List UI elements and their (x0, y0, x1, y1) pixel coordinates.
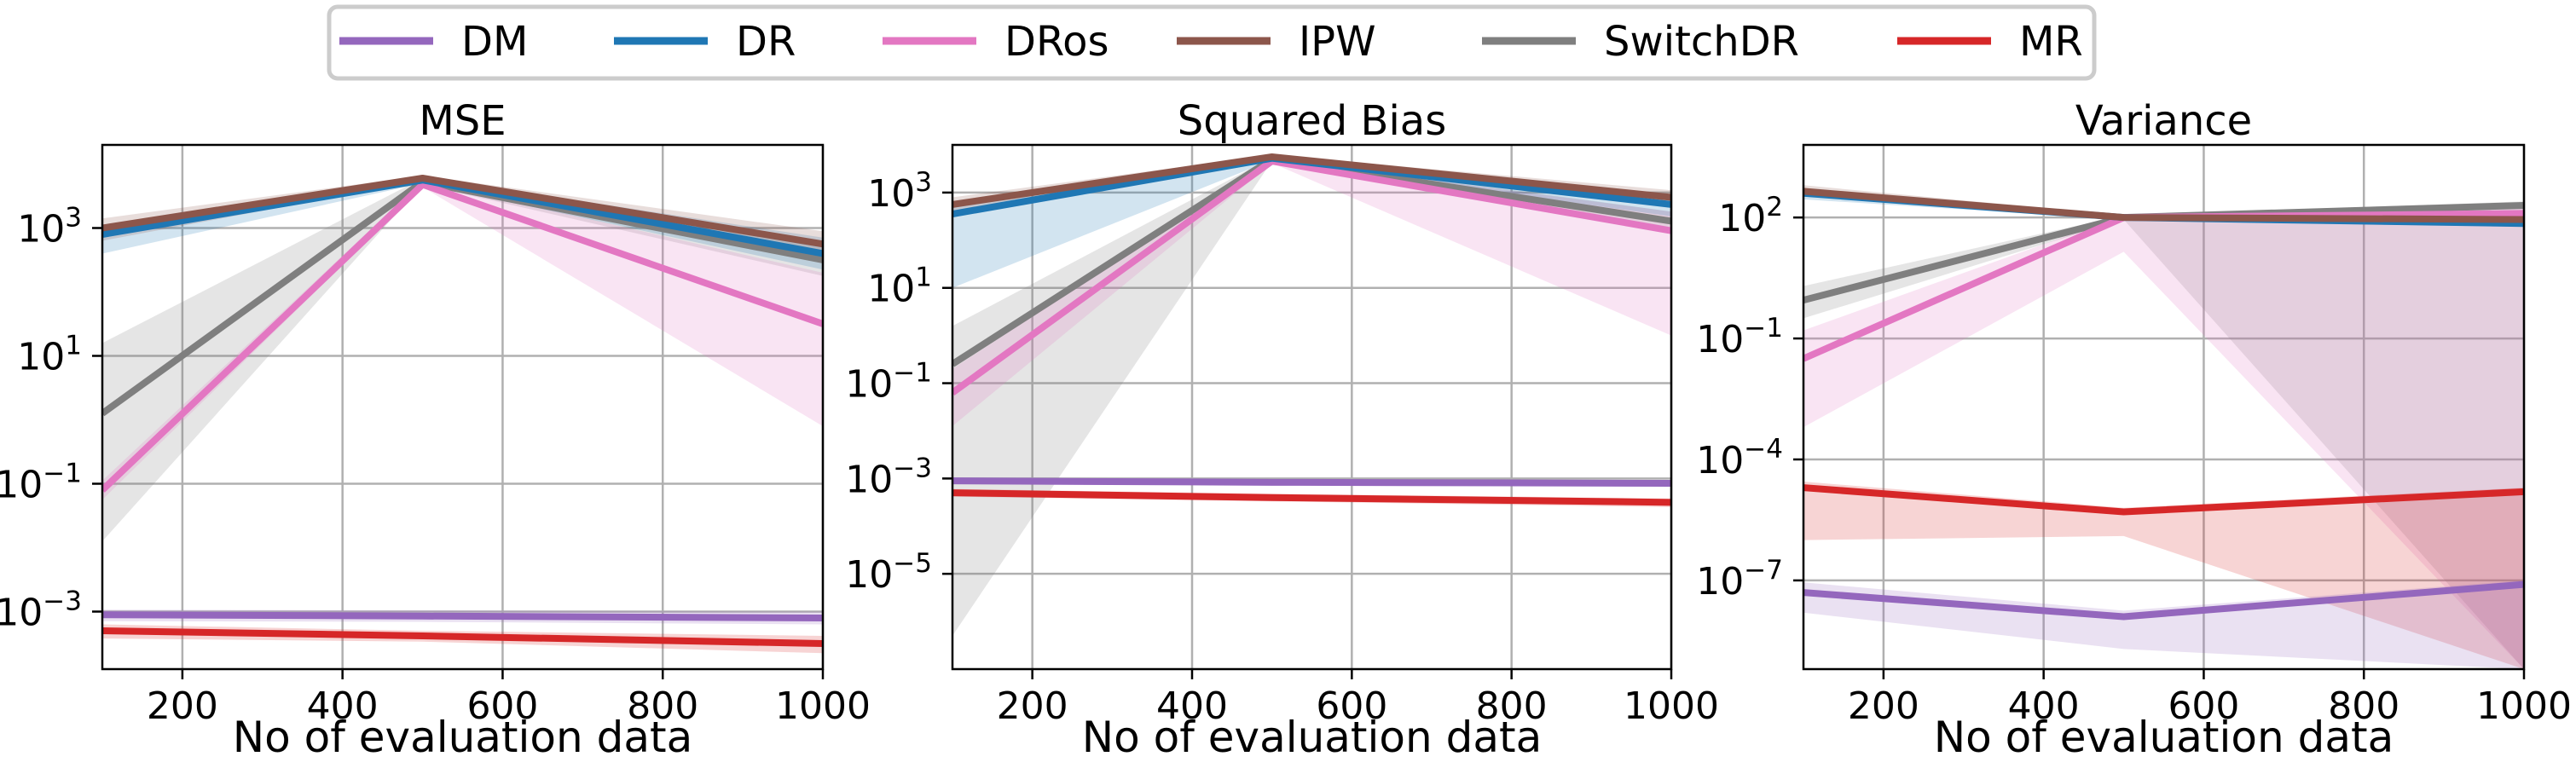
y-tick-label: 10−1 (845, 358, 932, 407)
y-tick-label: 102 (1718, 192, 1783, 240)
band-switchdr (102, 178, 823, 541)
band-mr (1803, 482, 2524, 669)
y-tick-label: 10−7 (1696, 555, 1783, 603)
y-tick-exponent: 1 (915, 263, 932, 293)
y-tick-exponent: 1 (65, 331, 82, 361)
plot-area (102, 175, 823, 654)
y-tick-exponent: −4 (1744, 434, 1783, 465)
x-tick-label: 800 (1476, 684, 1548, 728)
y-tick-exponent: 2 (1766, 192, 1783, 222)
legend-label-ipw: IPW (1299, 18, 1376, 66)
series-line-ipw (102, 175, 823, 248)
legend-label-switchdr: SwitchDR (1604, 18, 1799, 66)
y-tick-base: 10 (1696, 439, 1744, 482)
y-tick-exponent: −1 (43, 459, 82, 489)
series-line-ipw (952, 153, 1671, 208)
series-line-ipw (1803, 188, 2524, 223)
x-tick-label: 400 (2008, 684, 2080, 728)
panel-title: MSE (419, 97, 506, 145)
x-tick-label: 400 (1156, 684, 1228, 728)
y-tick-label: 10−5 (845, 548, 932, 597)
y-tick-base: 10 (867, 268, 915, 311)
axes-frame (951, 143, 1673, 671)
axes-frame (101, 143, 825, 671)
x-axis-label: No of evaluation data (1082, 713, 1542, 762)
x-tick-label: 600 (2168, 684, 2239, 728)
y-tick-exponent: −3 (43, 586, 82, 617)
band-dm (1803, 580, 2524, 669)
series-line-mr (102, 627, 823, 647)
panel-title: Squared Bias (1178, 97, 1446, 145)
y-tick-label: 10−1 (1696, 313, 1783, 361)
axes-frame (1802, 143, 2526, 671)
y-tick-label: 10−3 (845, 453, 932, 501)
y-tick-base: 10 (845, 458, 893, 501)
x-tick-label: 1000 (1624, 684, 1719, 728)
y-tick-base: 10 (17, 208, 65, 251)
x-tick-label: 200 (1848, 684, 1919, 728)
x-tick-label: 800 (2328, 684, 2399, 728)
y-tick-label: 101 (867, 263, 932, 311)
y-tick-label: 10−4 (1696, 434, 1783, 482)
band-switchdr (952, 157, 1671, 636)
series-line-dros (102, 181, 823, 493)
series-line-dm (1803, 580, 2524, 621)
y-tick-exponent: 3 (65, 203, 82, 234)
panel-2: 200 400 600 800 100010−710−410−1102VarianceN… (1696, 97, 2572, 762)
plot-area (1803, 185, 2524, 669)
legend-label-dr: DR (736, 18, 796, 66)
legend: DM DR DRos IPW SwitchDR MR (327, 4, 2097, 81)
panel-title: Variance (2075, 97, 2252, 145)
x-tick-label: 600 (466, 684, 538, 728)
x-tick-label: 1000 (2476, 684, 2572, 728)
x-tick-label: 1000 (775, 684, 871, 728)
y-tick-exponent: −1 (1744, 313, 1783, 344)
y-tick-base: 10 (1718, 197, 1766, 240)
y-tick-base: 10 (17, 336, 65, 379)
y-tick-exponent: −3 (893, 453, 932, 483)
y-tick-base: 10 (0, 464, 43, 507)
plot-area (952, 153, 1671, 636)
band-dr (952, 156, 1671, 288)
legend-label-dm: DM (461, 18, 528, 66)
x-tick-label: 200 (997, 684, 1068, 728)
y-tick-base: 10 (845, 553, 893, 597)
legend-label-dros: DRos (1004, 18, 1109, 66)
y-tick-label: 103 (867, 167, 932, 216)
band-switchdr (1803, 201, 2524, 669)
y-tick-base: 10 (1696, 318, 1744, 361)
y-tick-exponent: −7 (1744, 555, 1783, 586)
y-tick-base: 10 (1696, 560, 1744, 603)
x-axis-label: No of evaluation data (1934, 713, 2394, 762)
y-tick-base: 10 (0, 592, 43, 635)
x-tick-label: 800 (627, 684, 698, 728)
y-tick-label: 10−1 (0, 459, 82, 507)
y-tick-base: 10 (867, 172, 915, 216)
y-tick-exponent: 3 (915, 167, 932, 198)
panel-1: 200 400 600 800 100010−510−310−1101103Square… (845, 97, 1719, 762)
x-tick-label: 400 (307, 684, 379, 728)
y-tick-label: 10−3 (0, 586, 82, 635)
y-tick-label: 103 (17, 203, 82, 251)
series-line-mr (1803, 484, 2524, 516)
series-line-dm (102, 611, 823, 621)
y-tick-base: 10 (845, 363, 893, 407)
x-tick-label: 200 (147, 684, 218, 728)
series-line-mr (952, 489, 1671, 506)
y-tick-exponent: −5 (893, 548, 932, 579)
x-axis-label: No of evaluation data (233, 713, 692, 762)
y-tick-label: 101 (17, 331, 82, 379)
legend-label-mr: MR (2019, 18, 2083, 66)
band-dros (952, 159, 1671, 426)
series-line-dm (952, 477, 1671, 487)
band-dros (1803, 205, 2524, 669)
y-tick-exponent: −1 (893, 358, 932, 389)
x-tick-label: 600 (1316, 684, 1387, 728)
